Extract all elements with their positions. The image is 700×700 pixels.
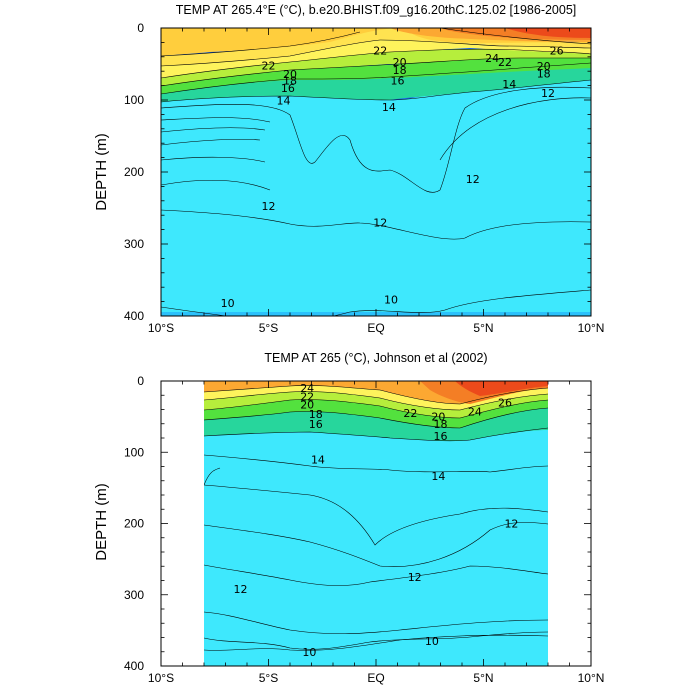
contour-label: 12: [541, 87, 555, 100]
panel-title: TEMP AT 265 (°C), Johnson et al (2002): [264, 351, 487, 365]
x-tick-label: 5°S: [259, 321, 278, 335]
contour-label: 20: [393, 56, 407, 69]
contour-label: 20: [537, 60, 551, 73]
contour-label: 24: [468, 406, 482, 419]
contour-label: 24: [300, 382, 314, 395]
contour-label: 14: [502, 78, 516, 91]
contour-label: 26: [498, 396, 512, 409]
fill-band-22-23: [161, 40, 591, 78]
y-tick-label: 100: [124, 445, 144, 459]
fill-band-14-16: [204, 428, 548, 666]
contour-label: 22: [300, 391, 314, 404]
tick-labels: 10°S 5°S EQ 5°N 10°N 0 100 200 300 400: [124, 21, 604, 335]
contour-label: 22: [403, 407, 417, 420]
filled-contours: [161, 28, 591, 316]
axis-ticks: [160, 380, 592, 667]
panel-model-section: TEMP AT 265.4°E (°C), b.e20.BHIST.f09_g1…: [93, 3, 604, 335]
y-tick-label: 0: [137, 374, 144, 388]
x-tick-label: 5°N: [473, 671, 493, 685]
x-tick-label: 10°N: [578, 321, 605, 335]
contour-label: 10: [302, 646, 316, 659]
contour-label: 18: [434, 418, 448, 431]
y-axis-label: DEPTH (m): [93, 483, 110, 561]
contour-label: 12: [234, 583, 248, 596]
fill-band-20-22: [161, 49, 591, 86]
contour-label: 14: [277, 95, 291, 108]
contour-lines: [161, 28, 591, 316]
y-tick-label: 400: [124, 659, 144, 673]
contour-label: 20: [300, 399, 314, 412]
filled-contours: [204, 381, 548, 666]
contour-label: 26: [550, 44, 564, 57]
contour-label: 18: [537, 67, 551, 80]
fill-band-18-20: [161, 58, 591, 94]
contour-label: 16: [309, 418, 323, 431]
contour-label: 12: [408, 571, 422, 584]
fill-band-16-18: [204, 408, 548, 441]
contour-labels: 2220181614222018161424222620181412121212…: [221, 44, 564, 310]
contour-label: 18: [393, 64, 407, 77]
contour-label: 12: [373, 216, 387, 229]
contour-label: 12: [466, 173, 480, 186]
axis-ticks: [160, 27, 592, 317]
contour-label: 18: [283, 75, 297, 88]
y-tick-label: 400: [124, 309, 144, 323]
contour-label: 14: [311, 453, 325, 466]
fill-band-22-24: [204, 385, 548, 410]
contour-label: 24: [485, 52, 499, 65]
panel-observation-section: TEMP AT 265 (°C), Johnson et al (2002) D…: [93, 351, 604, 685]
fill-band-14-16: [161, 70, 591, 312]
contour-label: 22: [373, 44, 387, 57]
x-tick-label: EQ: [367, 671, 384, 685]
contour-label: 16: [281, 82, 295, 95]
x-tick-label: 5°S: [259, 671, 278, 685]
contour-label: 10: [384, 293, 398, 306]
fill-band-20-22: [204, 391, 548, 418]
contour-label: 16: [434, 430, 448, 443]
panel-title: TEMP AT 265.4°E (°C), b.e20.BHIST.f09_g1…: [176, 3, 577, 17]
x-tick-label: 10°S: [148, 321, 174, 335]
x-tick-label: 5°N: [473, 321, 493, 335]
contour-label: 20: [283, 68, 297, 81]
contour-label: 16: [391, 75, 405, 88]
y-axis-label: DEPTH (m): [93, 133, 110, 211]
contour-label: 20: [431, 411, 445, 424]
y-tick-label: 300: [124, 237, 144, 251]
contour-lines: [204, 385, 548, 651]
x-tick-label: 10°N: [578, 671, 605, 685]
contour-label: 22: [498, 56, 512, 69]
tick-labels: 10°S 5°S EQ 5°N 10°N 0 100 200 300 400: [124, 374, 604, 685]
contour-label: 14: [382, 101, 396, 114]
x-tick-label: EQ: [367, 321, 384, 335]
contour-label: 12: [262, 200, 276, 213]
y-tick-label: 300: [124, 588, 144, 602]
x-tick-label: 10°S: [148, 671, 174, 685]
y-tick-label: 200: [124, 165, 144, 179]
contour-label: 18: [309, 408, 323, 421]
contour-label: 22: [262, 59, 276, 72]
contour-label: 10: [425, 635, 439, 648]
y-tick-label: 200: [124, 517, 144, 531]
y-tick-label: 0: [137, 21, 144, 35]
contour-label: 14: [431, 470, 445, 483]
y-tick-label: 100: [124, 93, 144, 107]
fill-band-gt27: [455, 381, 548, 396]
contour-label: 10: [221, 297, 235, 310]
contour-label: 12: [504, 518, 518, 531]
fill-band-18-20: [204, 399, 548, 428]
